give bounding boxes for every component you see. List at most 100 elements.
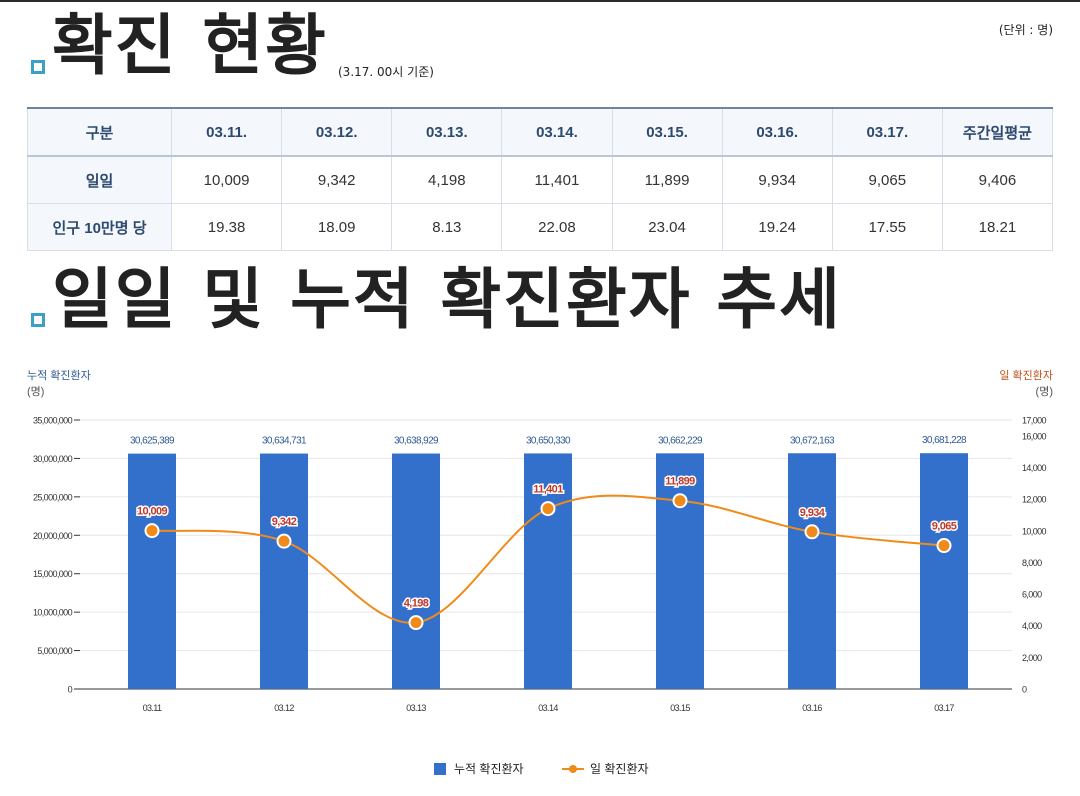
table-row: 인구 10만명 당 19.38 18.09 8.13 22.08 23.04 1… <box>27 203 1054 251</box>
line-data-label: 9,065 <box>932 521 957 533</box>
line-data-label: 4,198 <box>404 598 429 610</box>
bar-data-label: 30,638,929 <box>394 436 439 447</box>
x-tick-label: 03.16 <box>802 703 822 713</box>
right-tick-label: 8,000 <box>1022 558 1042 568</box>
section-title-trend: 일일 및 누적 확진환자 추세 <box>52 261 842 338</box>
legend-label: 누적 확진환자 <box>454 762 524 776</box>
x-tick-label: 03.14 <box>538 703 558 713</box>
unit-note: (단위 : 명) <box>998 23 1053 37</box>
line-point <box>540 501 556 517</box>
legend-item-cumulative: 누적 확진환자 <box>434 760 524 777</box>
x-tick-label: 03.11 <box>143 703 162 713</box>
left-tick-label: 30,000,000 <box>33 454 73 464</box>
table-cell: 8.13 <box>391 203 503 251</box>
table-header-cell: 03.16. <box>721 107 833 157</box>
bar <box>788 453 836 689</box>
right-tick-label: 14,000 <box>1022 463 1047 473</box>
line-point <box>144 523 160 539</box>
line-data-label: 11,899 <box>665 476 695 488</box>
table-cell: 18.21 <box>941 203 1054 251</box>
table-header-cell: 03.15. <box>611 107 723 157</box>
table-cell: 11,401 <box>501 155 613 204</box>
line-point <box>804 524 820 540</box>
x-tick-label: 03.13 <box>406 703 426 713</box>
table-cell: 10,009 <box>170 155 283 204</box>
section-bullet-icon <box>31 60 45 74</box>
x-tick-label: 03.15 <box>670 703 690 713</box>
table-cell: 17.55 <box>831 203 943 251</box>
bar-data-label: 30,650,330 <box>526 435 571 446</box>
table-row: 일일 10,009 9,342 4,198 11,401 11,899 9,93… <box>27 155 1054 204</box>
table-cell: 9,342 <box>281 155 393 204</box>
table-row-label: 인구 10만명 당 <box>27 203 172 251</box>
table-cell: 11,899 <box>611 155 723 204</box>
table-cell: 19.38 <box>170 203 283 251</box>
table-cell: 9,406 <box>941 155 1054 204</box>
table-cell: 4,198 <box>391 155 503 204</box>
bar <box>128 453 176 689</box>
right-tick-label: 12,000 <box>1022 495 1047 505</box>
table-header-cell: 03.14. <box>501 107 613 157</box>
line-data-label: 9,342 <box>272 516 297 528</box>
summary-table: 구분 03.11. 03.12. 03.13. 03.14. 03.15. 03… <box>27 107 1054 251</box>
reference-time: (3.17. 00시 기준) <box>338 65 434 79</box>
table-header-cell: 03.12. <box>281 107 393 157</box>
line-data-label: 10,009 <box>137 506 168 518</box>
bar <box>260 453 308 689</box>
left-tick-label: 35,000,000 <box>33 416 73 426</box>
table-header-cell: 03.11. <box>170 107 283 157</box>
left-tick-label: 15,000,000 <box>33 569 73 579</box>
line-data-label: 11,401 <box>533 484 563 496</box>
legend-item-daily: 일 확진환자 <box>562 760 649 777</box>
line-data-label: 9,934 <box>800 507 826 519</box>
right-axis-unit: (명) <box>1035 386 1053 398</box>
left-axis-title: 누적 확진환자 <box>27 370 91 382</box>
left-tick-label: 25,000,000 <box>33 492 73 502</box>
table-header-cell: 주간일평균 <box>941 107 1054 157</box>
x-tick-label: 03.12 <box>274 703 294 713</box>
legend-line-swatch-icon <box>562 763 584 775</box>
left-tick-label: 20,000,000 <box>33 531 73 541</box>
table-cell: 9,934 <box>721 155 833 204</box>
bar <box>392 453 440 689</box>
bar-data-label: 30,672,163 <box>790 435 835 446</box>
table-cell: 19.24 <box>721 203 833 251</box>
right-tick-label: 10,000 <box>1022 526 1047 536</box>
right-axis-title: 일 확진환자 <box>999 370 1053 382</box>
left-axis-unit: (명) <box>27 386 45 398</box>
table-header-cell: 03.17. <box>831 107 943 157</box>
table-header-row: 구분 03.11. 03.12. 03.13. 03.14. 03.15. 03… <box>27 107 1054 157</box>
line-point <box>672 493 688 509</box>
right-tick-label: 17,000 <box>1022 416 1047 426</box>
bar-data-label: 30,634,731 <box>262 436 307 447</box>
x-tick-label: 03.17 <box>934 703 954 713</box>
right-tick-label: 0 <box>1022 685 1027 695</box>
table-cell: 22.08 <box>501 203 613 251</box>
bar <box>656 453 704 689</box>
bar-data-label: 30,681,228 <box>922 435 967 446</box>
table-header-cell: 구분 <box>27 107 172 157</box>
table-cell: 9,065 <box>831 155 943 204</box>
table-cell: 23.04 <box>611 203 723 251</box>
bar <box>524 453 572 689</box>
table-cell: 18.09 <box>281 203 393 251</box>
line-point <box>936 538 952 554</box>
left-tick-label: 5,000,000 <box>37 646 72 656</box>
right-tick-label: 2,000 <box>1022 653 1042 663</box>
combo-chart: 0 5,000,000 10,000,000 15,000,000 20,000,000… <box>33 416 1047 714</box>
left-tick-label: 10,000,000 <box>33 608 73 618</box>
right-tick-label: 6,000 <box>1022 590 1042 600</box>
section-title-status: 확진 현황 <box>52 7 328 84</box>
right-tick-label: 4,000 <box>1022 621 1042 631</box>
line-point <box>408 615 424 631</box>
bar-data-label: 30,625,389 <box>130 436 175 447</box>
bar-data-label: 30,662,229 <box>658 435 703 446</box>
legend-label: 일 확진환자 <box>590 762 649 776</box>
table-header-cell: 03.13. <box>391 107 503 157</box>
left-tick-label: 0 <box>68 685 73 695</box>
line-point <box>276 533 292 549</box>
bar <box>920 453 968 689</box>
legend-bar-swatch-icon <box>434 762 446 775</box>
table-row-label: 일일 <box>27 155 172 204</box>
top-border <box>0 0 1080 2</box>
